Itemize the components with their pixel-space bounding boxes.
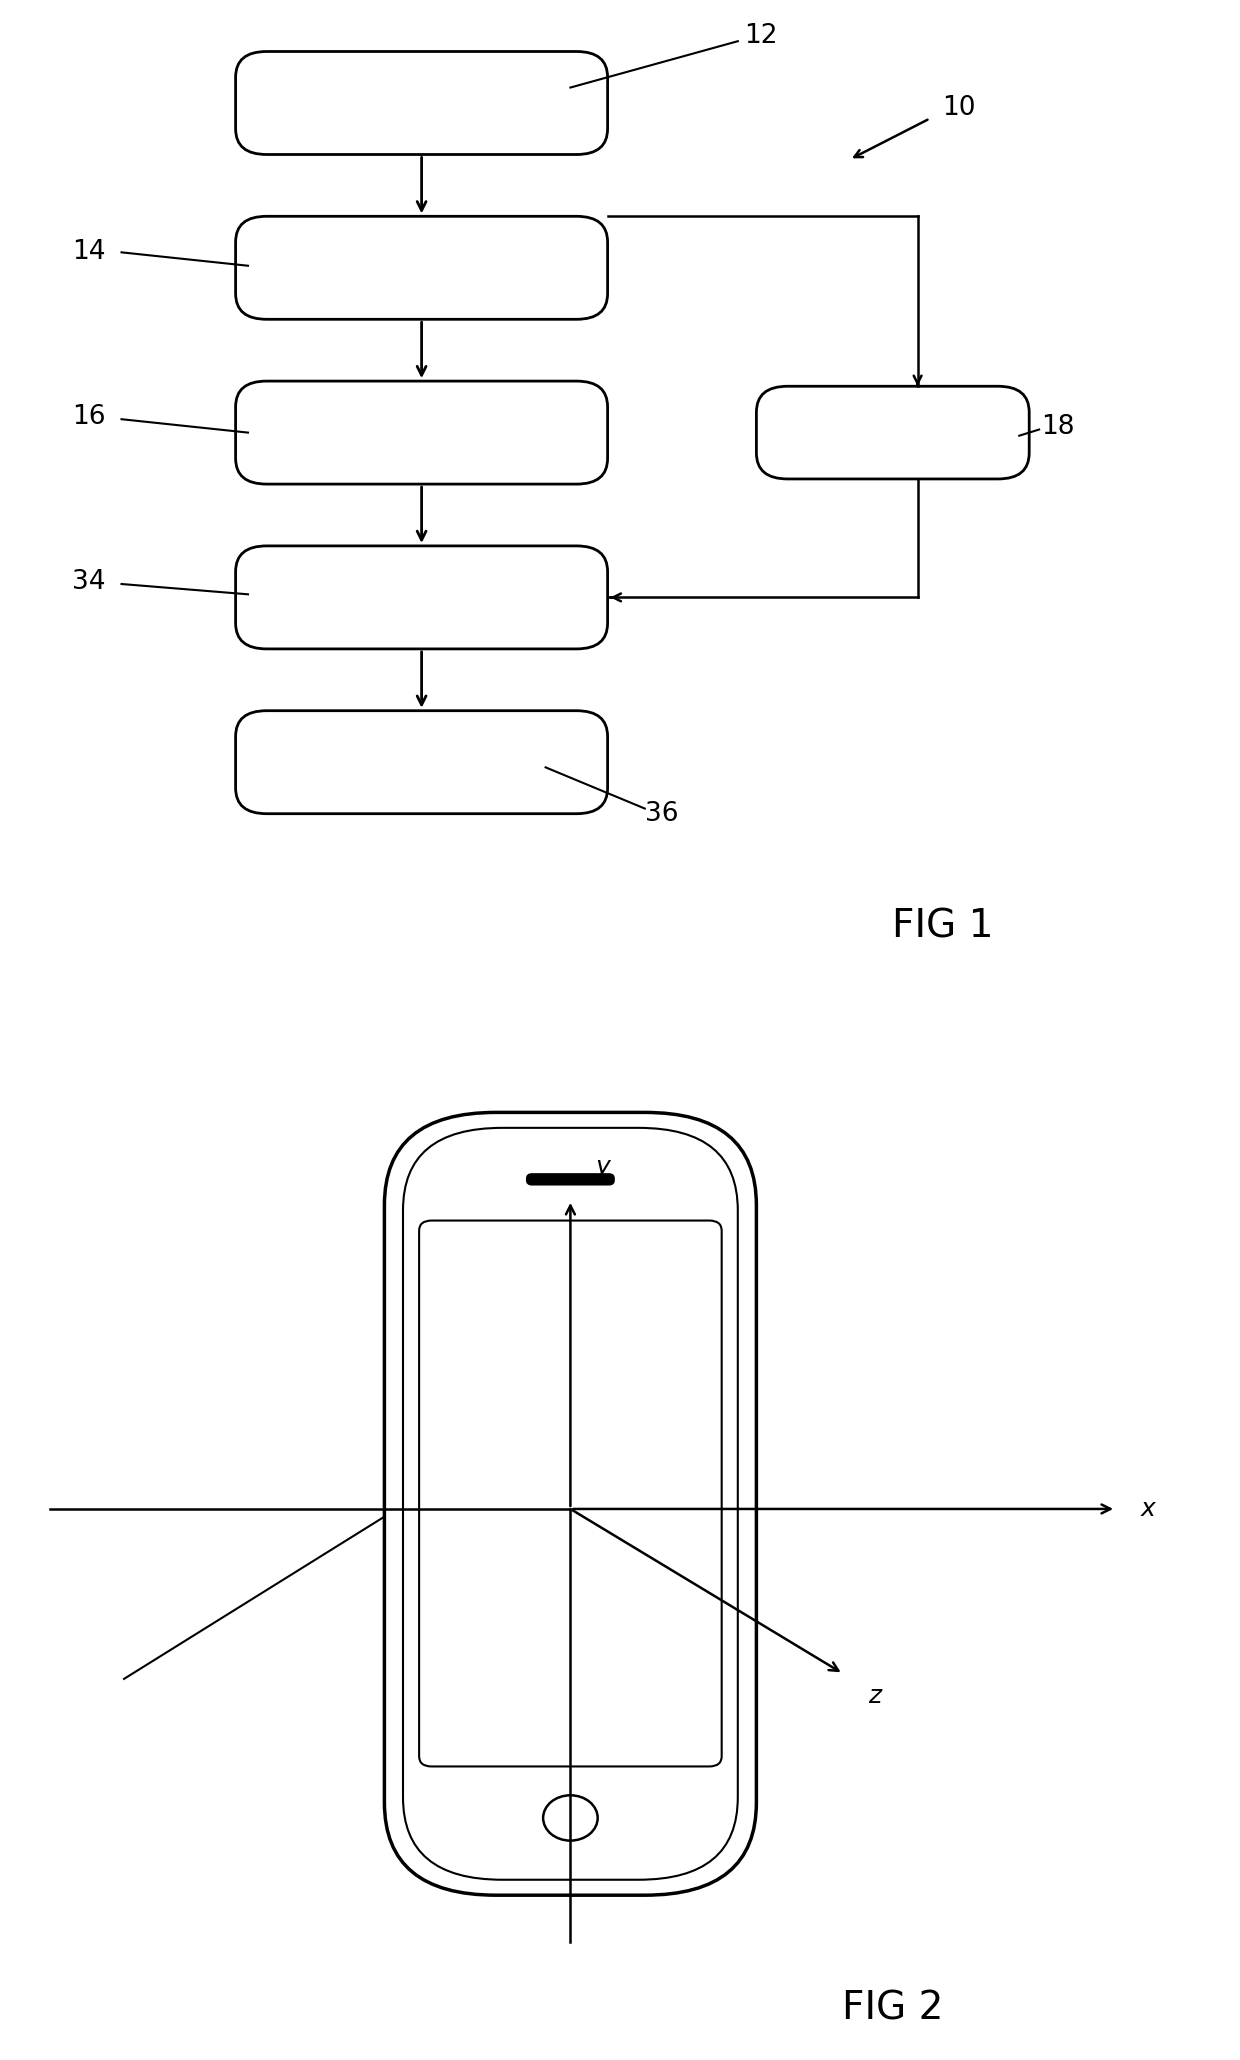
- Text: 16: 16: [72, 404, 105, 431]
- FancyBboxPatch shape: [236, 216, 608, 319]
- FancyBboxPatch shape: [236, 546, 608, 649]
- FancyBboxPatch shape: [236, 711, 608, 814]
- Text: 34: 34: [72, 569, 105, 595]
- Text: 14: 14: [72, 239, 105, 266]
- Text: z: z: [868, 1685, 882, 1708]
- FancyBboxPatch shape: [236, 381, 608, 484]
- FancyBboxPatch shape: [236, 52, 608, 154]
- Text: 18: 18: [1042, 414, 1075, 441]
- Text: 36: 36: [645, 801, 678, 826]
- Text: 10: 10: [942, 95, 976, 122]
- FancyBboxPatch shape: [384, 1112, 756, 1895]
- Text: FIG 2: FIG 2: [842, 1990, 944, 2027]
- FancyBboxPatch shape: [756, 387, 1029, 480]
- FancyBboxPatch shape: [419, 1220, 722, 1767]
- Text: FIG 1: FIG 1: [892, 908, 993, 946]
- FancyBboxPatch shape: [403, 1129, 738, 1879]
- Text: 12: 12: [744, 23, 777, 49]
- Text: y: y: [595, 1156, 610, 1178]
- FancyBboxPatch shape: [527, 1174, 614, 1184]
- Text: x: x: [1141, 1498, 1156, 1520]
